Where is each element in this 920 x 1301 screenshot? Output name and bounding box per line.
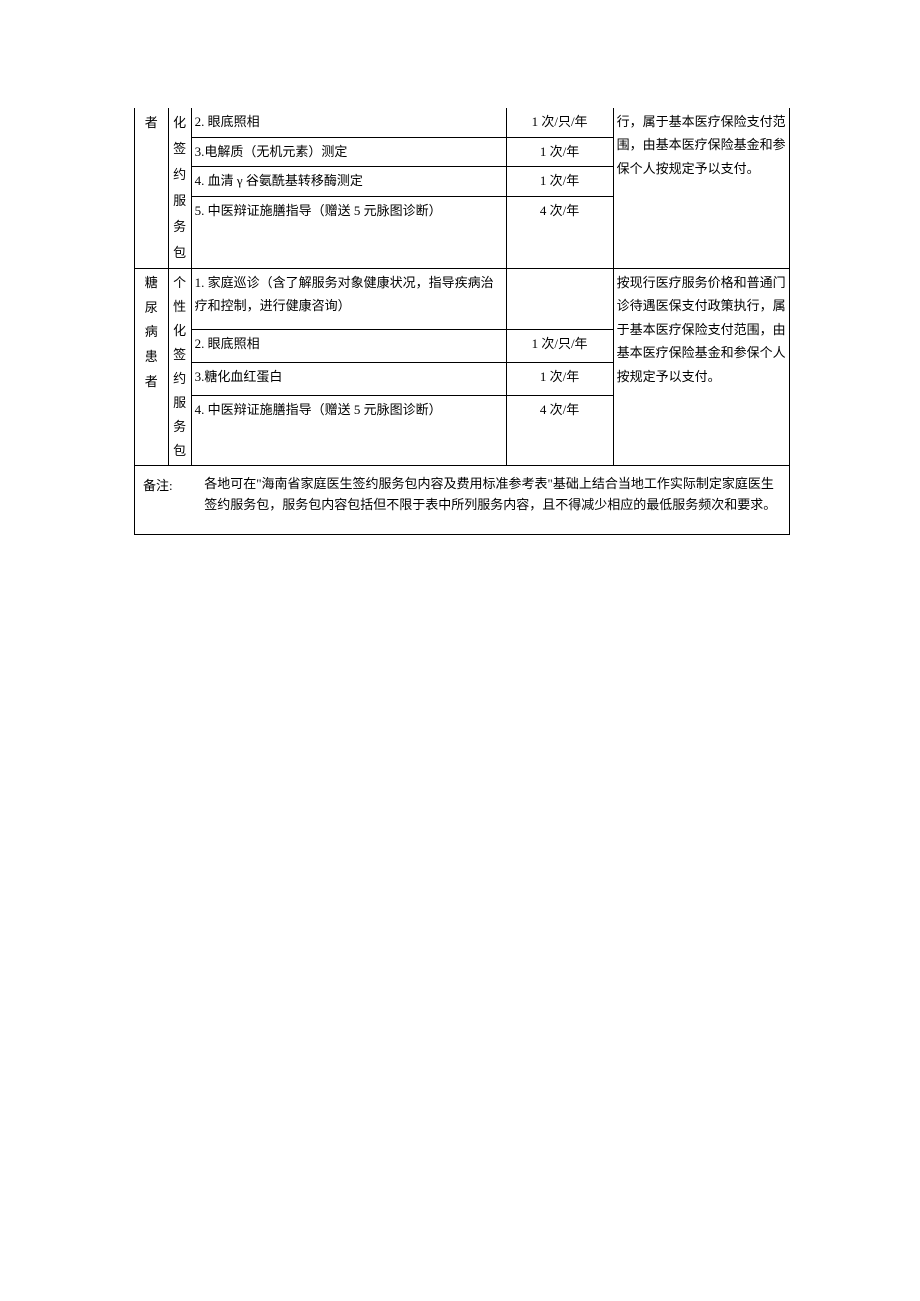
freq-s1-r3: 4 次/年	[506, 197, 613, 269]
item-s1-r3: 5. 中医辩证施膳指导（赠送 5 元脉图诊断）	[191, 197, 506, 269]
item-s1-r0: 2. 眼底照相	[191, 108, 506, 137]
pkg2-char-3: 签	[173, 343, 186, 367]
service-package-table: 者 化 签 约 服 务 包 2. 眼底照相 1 次/只/年 行，属于基本医疗保险…	[134, 108, 790, 535]
category-cell-1: 者	[135, 108, 169, 269]
package-cell-2: 个 性 化 签 约 服 务 包	[168, 269, 191, 466]
pkg1-char-3: 服	[173, 188, 186, 214]
cat2-char-3: 患	[145, 345, 158, 370]
cat2-char-1: 尿	[145, 296, 158, 321]
footnote-label: 备注:	[141, 474, 201, 497]
cat2-char-4: 者	[145, 370, 158, 395]
policy-s1: 行，属于基本医疗保险支付范围，由基本医疗保险基金和参保个人按规定予以支付。	[613, 108, 789, 269]
footnote-text: 各地可在"海南省家庭医生签约服务包内容及费用标准参考表"基础上结合当地工作实际制…	[204, 474, 776, 516]
pkg2-char-1: 性	[173, 295, 186, 319]
cat2-char-2: 病	[145, 320, 158, 345]
pkg2-char-7: 包	[173, 439, 186, 463]
freq-s2-r1: 1 次/只/年	[506, 329, 613, 362]
pkg2-char-4: 约	[173, 367, 186, 391]
pkg2-char-2: 化	[173, 319, 186, 343]
pkg1-char-2: 约	[173, 162, 186, 188]
freq-s2-r2: 1 次/年	[506, 363, 613, 396]
category-label-1: 者	[138, 110, 165, 136]
pkg1-char-0: 化	[173, 110, 186, 136]
category-cell-2: 糖 尿 病 患 者	[135, 269, 169, 466]
freq-s1-r2: 1 次/年	[506, 167, 613, 197]
item-s2-r2: 3.糖化血红蛋白	[191, 363, 506, 396]
item-s2-r1: 2. 眼底照相	[191, 329, 506, 362]
pkg2-char-5: 服	[173, 391, 186, 415]
policy-s2: 按现行医疗服务价格和普通门诊待遇医保支付政策执行，属于基本医疗保险支付范围，由基…	[613, 269, 789, 466]
pkg1-char-5: 包	[173, 240, 186, 266]
pkg1-char-4: 务	[173, 214, 186, 240]
freq-s1-r0: 1 次/只/年	[506, 108, 613, 137]
cat2-char-0: 糖	[145, 271, 158, 296]
pkg2-char-0: 个	[173, 271, 186, 295]
item-s2-r0: 1. 家庭巡诊（含了解服务对象健康状况，指导疾病治疗和控制，进行健康咨询）	[191, 269, 506, 330]
package-cell-1: 化 签 约 服 务 包	[168, 108, 191, 269]
item-s2-r3: 4. 中医辩证施膳指导（赠送 5 元脉图诊断）	[191, 396, 506, 466]
footnote-cell: 备注: 各地可在"海南省家庭医生签约服务包内容及费用标准参考表"基础上结合当地工…	[135, 466, 790, 535]
freq-s2-r0	[506, 269, 613, 330]
pkg2-char-6: 务	[173, 415, 186, 439]
pkg1-char-1: 签	[173, 136, 186, 162]
item-s1-r2: 4. 血清 γ 谷氨酰基转移酶测定	[191, 167, 506, 197]
item-s1-r1: 3.电解质（无机元素）测定	[191, 137, 506, 167]
freq-s1-r1: 1 次/年	[506, 137, 613, 167]
freq-s2-r3: 4 次/年	[506, 396, 613, 466]
